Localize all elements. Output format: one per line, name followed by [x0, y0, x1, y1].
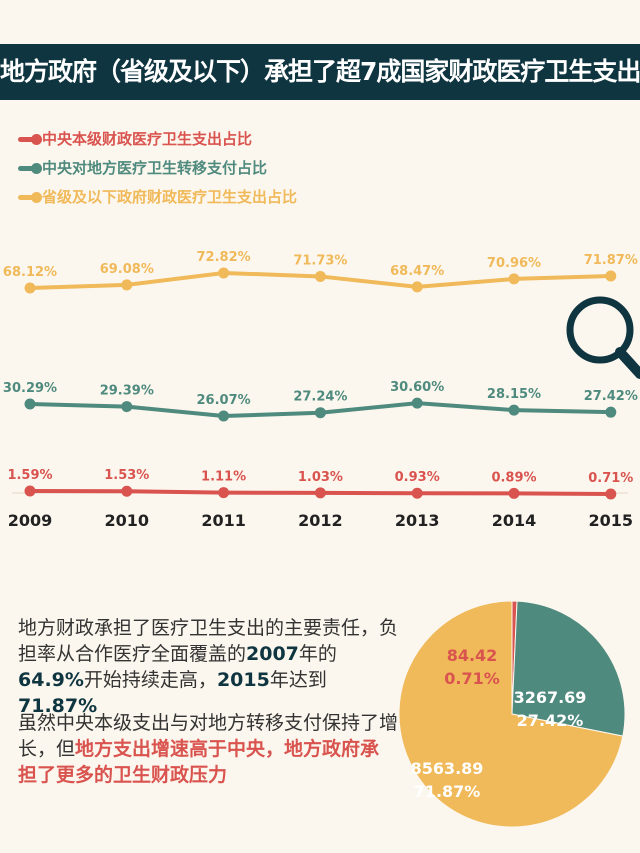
magnifier-icon [566, 296, 634, 364]
legend-label: 中央对地方医疗卫生转移支付占比 [42, 159, 268, 177]
paragraph-1: 地方财政承担了医疗卫生支出的主要责任，负担率从合作医疗全面覆盖的2007年的 64… [18, 615, 398, 719]
data-label: 70.96% [487, 256, 541, 271]
data-label: 71.73% [293, 253, 347, 268]
legend-marker-icon [18, 134, 42, 145]
x-tick-label: 2013 [395, 511, 440, 530]
data-label: 0.71% [588, 471, 633, 486]
legend-marker-icon [18, 192, 42, 203]
data-label: 68.12% [3, 265, 57, 280]
data-point [508, 273, 520, 285]
pie-slice [398, 600, 624, 828]
data-point [24, 398, 36, 410]
data-label: 27.42% [584, 389, 638, 404]
legend-marker-icon [18, 163, 42, 174]
x-tick-label: 2015 [589, 511, 634, 530]
data-point [314, 270, 326, 282]
data-point [121, 401, 133, 413]
data-label: 68.47% [390, 264, 444, 279]
data-point [121, 485, 133, 497]
data-point [508, 404, 520, 416]
data-point [218, 410, 230, 422]
legend-item-central: 中央本级财政医疗卫生支出占比 [18, 128, 252, 149]
magnifier-handle [615, 347, 640, 379]
data-point [411, 397, 423, 409]
x-tick-label: 2010 [105, 511, 150, 530]
x-tick-label: 2012 [298, 511, 343, 530]
data-point [121, 279, 133, 291]
data-point [314, 487, 326, 499]
page-title: 地方政府（省级及以下）承担了超7成国家财政医疗卫生支出 [0, 44, 640, 100]
data-point [218, 267, 230, 279]
data-point [411, 281, 423, 293]
text: 2015 [216, 669, 270, 691]
text: 71.87% [18, 695, 98, 717]
data-label: 1.59% [7, 468, 52, 483]
text: 虽然中央本级支出与对地方转移支付保持了增长，但 [18, 712, 399, 760]
data-label: 69.08% [100, 262, 154, 277]
legend-label: 中央本级财政医疗卫生支出占比 [42, 130, 253, 148]
data-label: 28.15% [487, 387, 541, 402]
x-tick-label: 2009 [8, 511, 53, 530]
data-label: 1.03% [298, 470, 343, 485]
data-label: 71.87% [584, 253, 638, 268]
data-point [218, 487, 230, 499]
pie-value-label: 8563.89 [411, 759, 484, 778]
data-point [605, 270, 617, 282]
text: 年达到 [269, 669, 327, 691]
text: 开始持续走高， [83, 669, 217, 691]
data-point [605, 406, 617, 418]
pie-slice [511, 600, 626, 737]
legend-item-transfer: 中央对地方医疗卫生转移支付占比 [18, 157, 267, 178]
data-label: 30.60% [390, 380, 444, 395]
data-label: 30.29% [3, 381, 57, 396]
data-point [508, 487, 520, 499]
legend-item-local: 省级及以下政府财政医疗卫生支出占比 [18, 186, 297, 207]
pie-percent-label: 71.87% [414, 782, 481, 801]
data-point [314, 407, 326, 419]
text: 64.9% [18, 669, 84, 691]
pie-value-label: 84.42 [447, 646, 498, 665]
data-point [24, 485, 36, 497]
data-label: 0.93% [395, 470, 440, 485]
x-tick-label: 2011 [201, 511, 246, 530]
data-label: 27.24% [293, 390, 347, 405]
text: 地方财政承担了医疗卫生支出的主要责任，负担率从合作医疗全面覆盖的 [18, 617, 399, 665]
pie-percent-label: 27.42% [517, 711, 584, 730]
data-label: 26.07% [197, 393, 251, 408]
text: 地方支出增速高于中央，地方政府承担了更多的卫生财政压力 [18, 738, 380, 786]
legend-label: 省级及以下政府财政医疗卫生支出占比 [42, 188, 298, 206]
data-label: 1.53% [104, 468, 149, 483]
data-label: 0.89% [491, 470, 536, 485]
data-point [411, 487, 423, 499]
data-label: 72.82% [197, 250, 251, 265]
pie-percent-label: 0.71% [444, 669, 500, 688]
data-point [24, 282, 36, 294]
paragraph-2: 虽然中央本级支出与对地方转移支付保持了增长，但地方支出增速高于中央，地方政府承担… [18, 710, 398, 788]
pie-value-label: 3267.69 [514, 688, 587, 707]
text: 年的 [298, 643, 337, 665]
x-tick-label: 2014 [492, 511, 537, 530]
data-point [605, 488, 617, 500]
data-label: 29.39% [100, 384, 154, 399]
data-label: 1.11% [201, 470, 246, 485]
text: 2007 [246, 643, 299, 665]
title-text: 地方政府（省级及以下）承担了超7成国家财政医疗卫生支出 [0, 57, 640, 86]
